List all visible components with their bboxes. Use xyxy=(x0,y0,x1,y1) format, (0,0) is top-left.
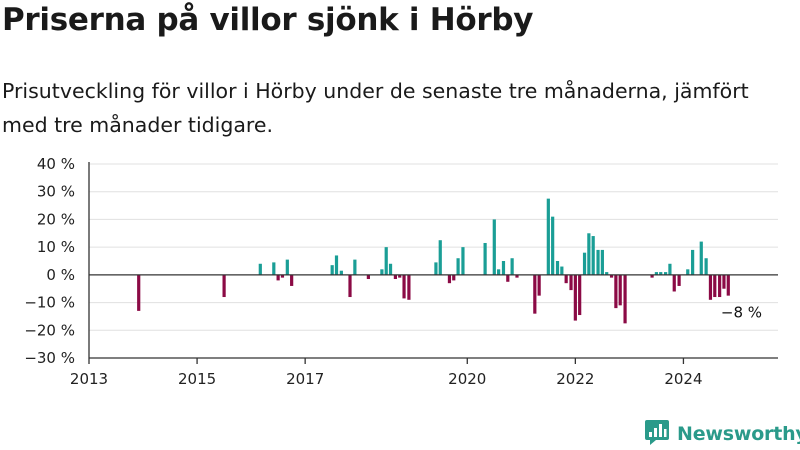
x-tick-label: 2013 xyxy=(70,370,108,388)
bar xyxy=(686,269,690,275)
bar xyxy=(402,274,406,299)
bar xyxy=(555,261,560,275)
bar xyxy=(272,262,276,275)
bar xyxy=(258,263,262,275)
chart-title: Priserna på villor sjönk i Hörby xyxy=(2,2,534,38)
bar xyxy=(600,249,604,275)
bar xyxy=(609,274,614,278)
bar xyxy=(137,274,141,311)
bar xyxy=(718,274,722,298)
bar xyxy=(596,249,600,275)
bar xyxy=(569,274,573,291)
bar xyxy=(614,274,618,309)
bar xyxy=(393,274,398,280)
bar xyxy=(533,274,537,314)
bar xyxy=(704,258,708,275)
bar xyxy=(546,198,550,275)
x-tick-label: 2024 xyxy=(664,370,702,388)
bar xyxy=(708,274,713,300)
bar xyxy=(434,262,438,275)
bar xyxy=(506,274,510,282)
bar xyxy=(353,259,357,275)
bar xyxy=(334,255,339,275)
axes xyxy=(88,162,778,364)
bar xyxy=(339,270,343,275)
bar xyxy=(677,274,681,286)
bar xyxy=(407,274,411,300)
bar xyxy=(492,219,496,275)
tick-labels: −30 % −20 % −10 % 0 % 10 % 20 % 30 % 40 % 2013 20… xyxy=(24,155,702,388)
bar xyxy=(398,274,402,278)
y-tick-label: −30 % xyxy=(24,349,75,367)
bars xyxy=(137,198,730,324)
bar xyxy=(497,269,501,275)
newsworthy-logo[interactable]: Newsworthy xyxy=(644,418,800,450)
y-tick-label: 10 % xyxy=(37,238,75,256)
bar xyxy=(461,247,465,275)
chart-subtitle: Prisutveckling för villor i Hörby under … xyxy=(2,79,749,137)
bar xyxy=(713,274,717,298)
bar xyxy=(672,274,676,292)
bar xyxy=(447,274,452,284)
bar xyxy=(659,272,663,275)
y-tick-label: 40 % xyxy=(37,155,75,173)
bar xyxy=(366,274,370,280)
bar xyxy=(605,272,609,275)
y-tick-label: 30 % xyxy=(37,183,75,201)
bar xyxy=(456,258,460,275)
bar xyxy=(290,274,294,286)
bar xyxy=(380,269,384,275)
bar xyxy=(560,266,564,275)
bar xyxy=(384,247,388,275)
bar xyxy=(330,265,334,275)
bar xyxy=(551,216,555,275)
x-tick-label: 2015 xyxy=(178,370,216,388)
bar xyxy=(578,274,582,316)
bar xyxy=(573,274,577,321)
bar xyxy=(510,258,514,275)
bar xyxy=(222,274,226,298)
bar xyxy=(537,274,541,296)
latest-value-annotation: −8 % xyxy=(721,303,762,321)
bar xyxy=(280,274,285,278)
bar xyxy=(726,274,730,296)
y-tick-label: −10 % xyxy=(24,294,75,312)
bar xyxy=(722,274,726,289)
y-tick-label: 20 % xyxy=(37,210,75,228)
bar xyxy=(388,263,393,275)
bar xyxy=(438,240,442,275)
x-tick-label: 2022 xyxy=(556,370,594,388)
bar xyxy=(564,274,568,284)
y-tick-label: 0 % xyxy=(46,266,75,284)
bar xyxy=(650,274,654,278)
bar xyxy=(515,274,519,278)
gridlines xyxy=(89,163,778,359)
bar xyxy=(452,274,456,281)
bar xyxy=(276,274,280,281)
bar xyxy=(691,249,695,275)
bar xyxy=(285,259,289,275)
bar xyxy=(654,272,659,275)
y-tick-label: −20 % xyxy=(24,321,75,339)
newsworthy-logo-icon xyxy=(644,418,670,450)
bar xyxy=(618,274,622,306)
bar xyxy=(668,263,672,275)
bar xyxy=(582,252,587,275)
newsworthy-logo-text: Newsworthy xyxy=(677,423,800,445)
bar xyxy=(587,233,591,275)
bar xyxy=(699,241,703,275)
bar xyxy=(501,261,506,275)
x-tick-label: 2017 xyxy=(286,370,324,388)
bar xyxy=(623,274,627,324)
bar xyxy=(348,274,352,298)
bar xyxy=(663,272,668,275)
x-tick-label: 2020 xyxy=(448,370,486,388)
bar xyxy=(591,236,595,275)
bar xyxy=(483,242,487,275)
